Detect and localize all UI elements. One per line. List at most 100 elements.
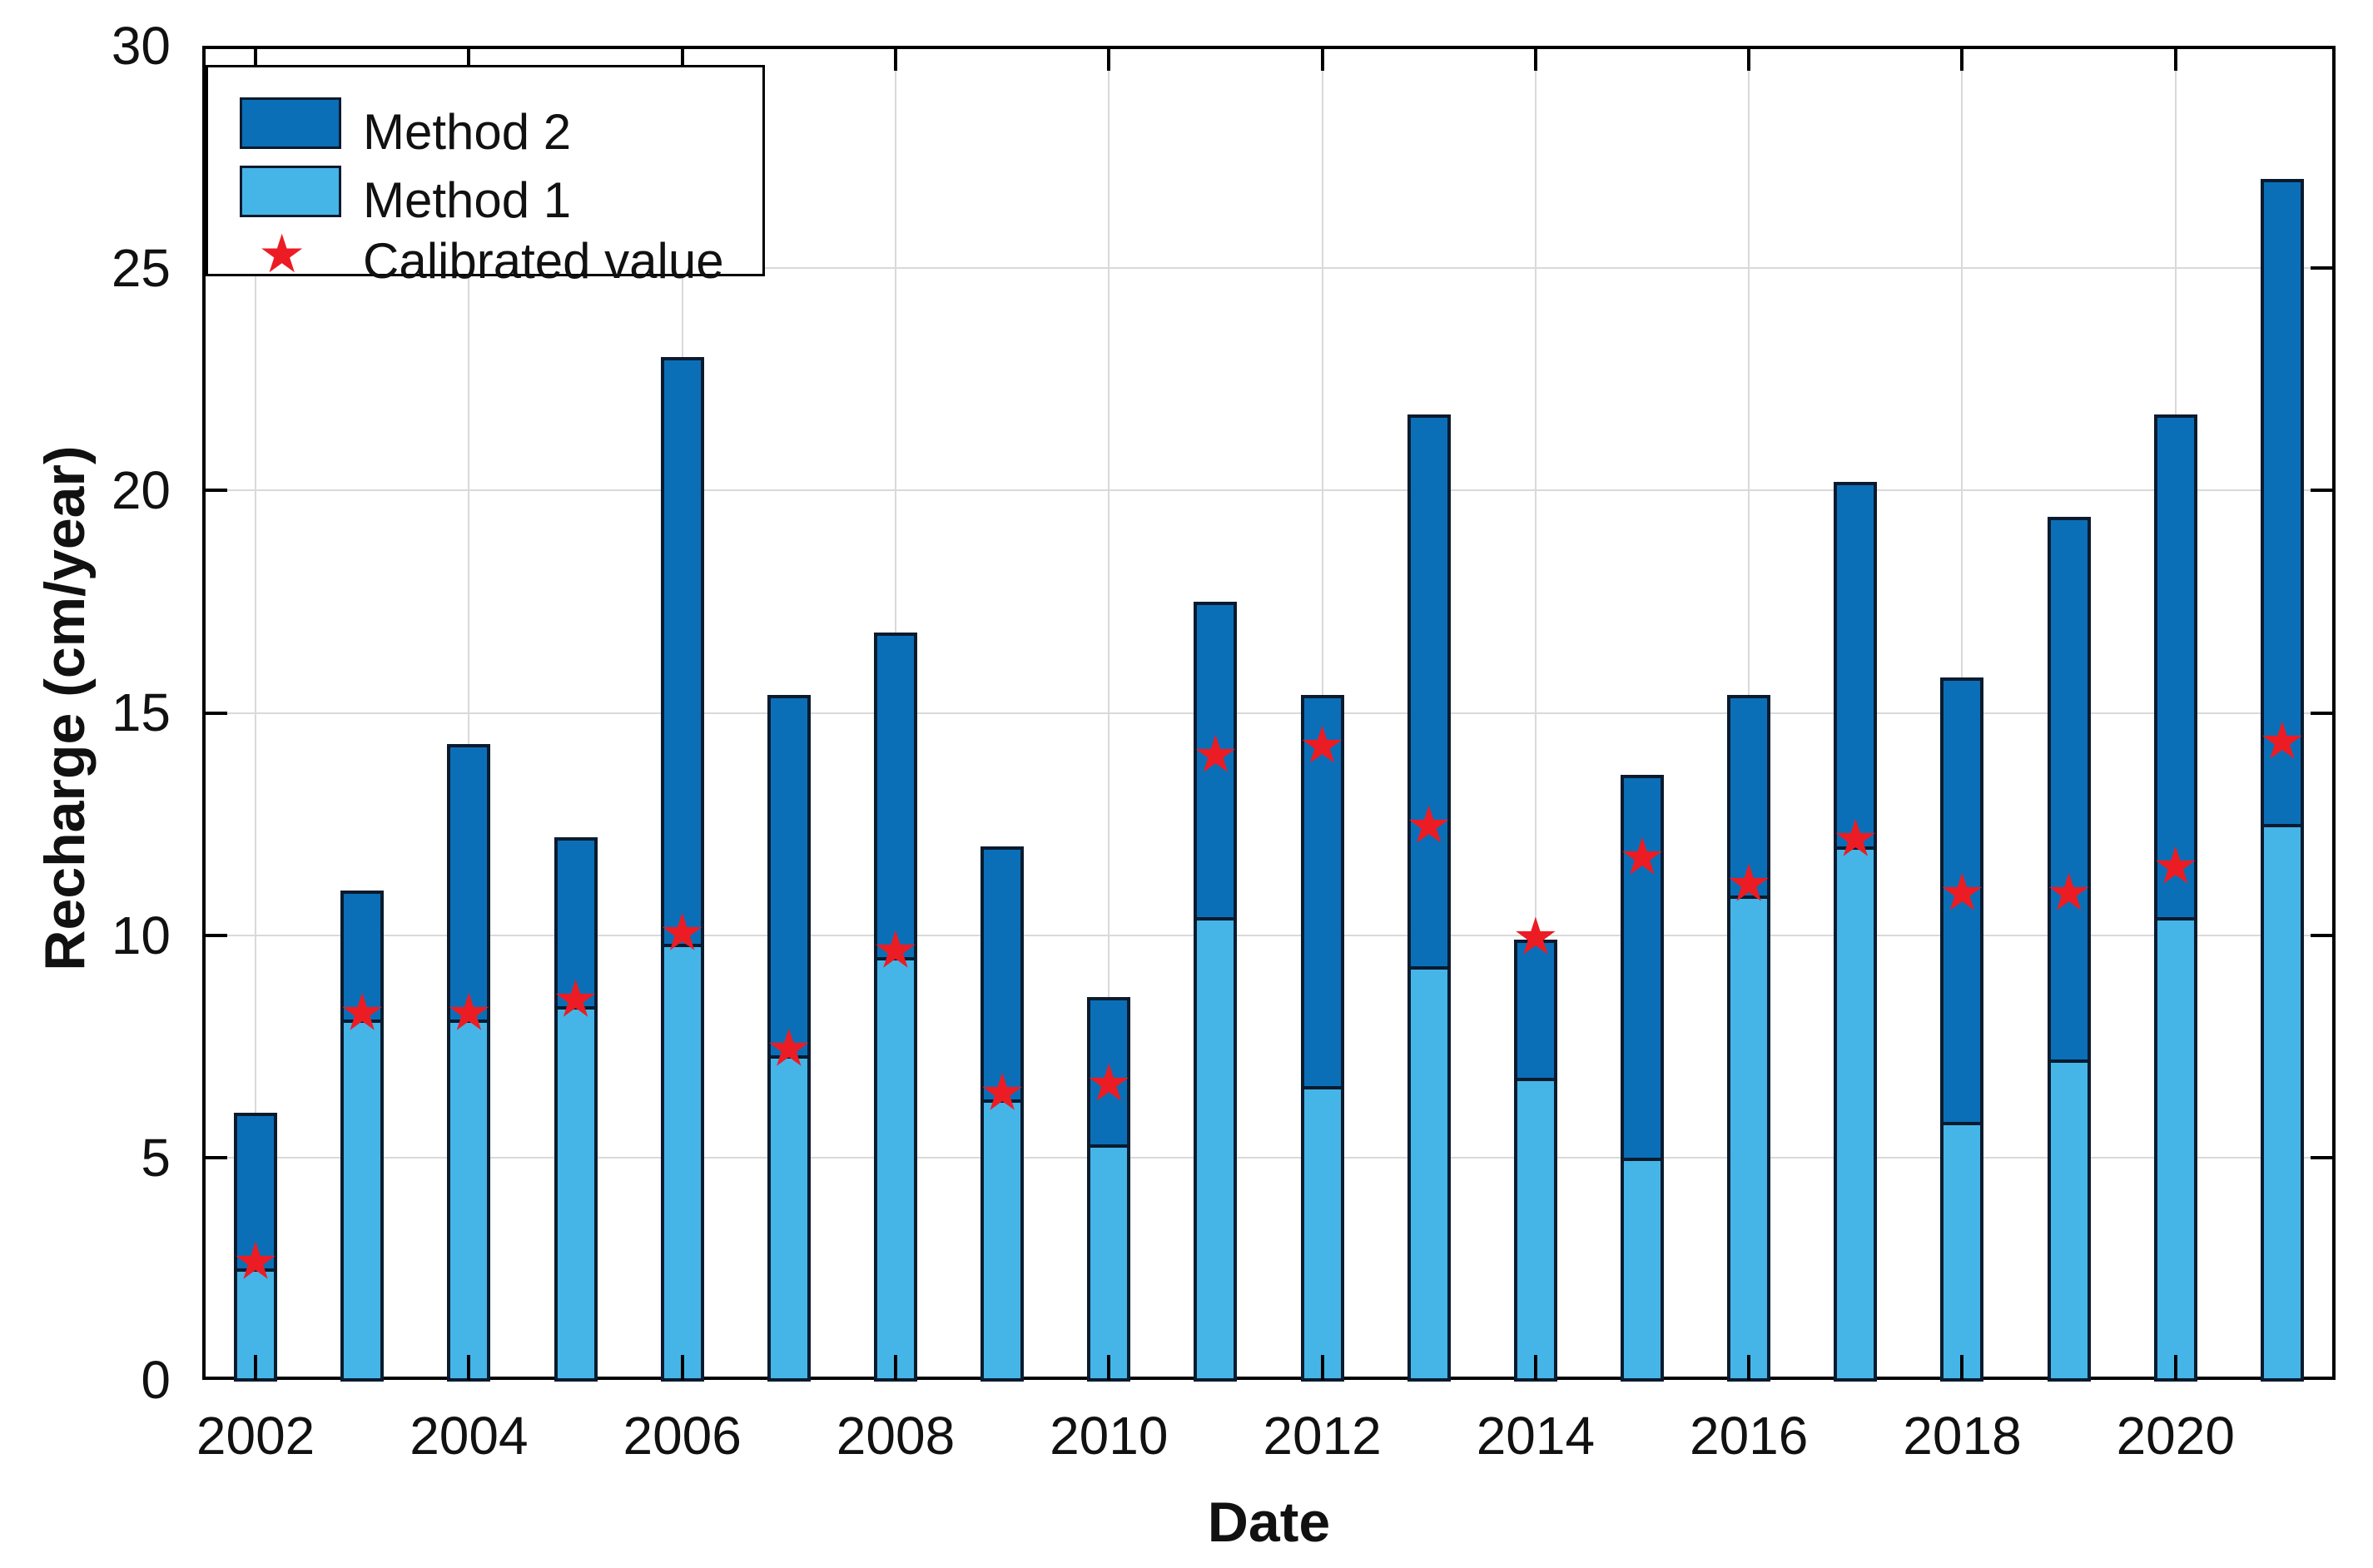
y-tick-label-20: 20 xyxy=(111,460,171,521)
bar-2005-method2 xyxy=(554,837,598,1010)
x-tick-bottom-2004 xyxy=(467,1355,471,1380)
bar-2004-method1 xyxy=(447,1020,491,1382)
x-tick-top-2008 xyxy=(893,46,897,71)
bar-2019-method2 xyxy=(2047,517,2091,1064)
h-gridline-10 xyxy=(202,934,2336,936)
bar-2016-method2 xyxy=(1727,695,1771,899)
calibrated-star-2006: ★ xyxy=(658,904,706,962)
x-tick-top-2014 xyxy=(1533,46,1537,71)
calibrated-star-2012: ★ xyxy=(1298,717,1346,775)
legend-swatch-method1 xyxy=(240,166,341,217)
x-tick-bottom-2002 xyxy=(254,1355,258,1380)
legend-swatch-method2 xyxy=(240,97,341,149)
calibrated-star-2008: ★ xyxy=(872,921,919,980)
bar-2018-method1 xyxy=(1940,1122,1984,1382)
v-gridline-2002 xyxy=(255,46,257,1380)
h-gridline-5 xyxy=(202,1156,2336,1159)
legend: Method 2 Method 1 ★ Calibrated value xyxy=(206,65,765,289)
y-tick-label-30: 30 xyxy=(111,15,171,76)
h-gridline-15 xyxy=(202,712,2336,714)
bar-2007-method1 xyxy=(767,1054,811,1382)
y-tick-right-5 xyxy=(2311,1155,2336,1159)
y-tick-left-10 xyxy=(202,933,227,937)
calibrated-star-2021: ★ xyxy=(2259,712,2306,771)
bar-2020-method2 xyxy=(2153,414,2197,921)
bar-2002-method2 xyxy=(234,1113,278,1273)
x-tick-label-2006: 2006 xyxy=(623,1406,742,1466)
x-tick-label-2004: 2004 xyxy=(410,1406,529,1466)
bar-2011-method1 xyxy=(1194,917,1238,1382)
x-tick-bottom-2012 xyxy=(1320,1355,1324,1380)
bar-2015-method2 xyxy=(1621,775,1665,1161)
calibrated-star-2018: ★ xyxy=(1939,864,1986,922)
y-tick-left-15 xyxy=(202,711,227,715)
bar-2014-method1 xyxy=(1513,1077,1557,1382)
x-tick-top-2010 xyxy=(1107,46,1111,71)
x-tick-top-2006 xyxy=(680,46,684,71)
x-tick-label-2018: 2018 xyxy=(1903,1406,2022,1466)
bar-2012-method1 xyxy=(1300,1086,1344,1382)
x-tick-top-2002 xyxy=(254,46,258,71)
y-tick-label-25: 25 xyxy=(111,238,171,299)
y-axis-label: Recharge (cm/year) xyxy=(33,444,97,971)
calibrated-star-2014: ★ xyxy=(1512,908,1559,966)
x-tick-label-2012: 2012 xyxy=(1263,1406,1382,1466)
bar-2008-method1 xyxy=(873,957,917,1382)
x-tick-bottom-2008 xyxy=(893,1355,897,1380)
calibrated-star-2003: ★ xyxy=(339,984,386,1042)
y-tick-right-20 xyxy=(2311,489,2336,493)
y-tick-label-10: 10 xyxy=(111,905,171,965)
bar-2019-method1 xyxy=(2047,1059,2091,1382)
bar-2013-method2 xyxy=(1407,414,1451,970)
v-gridline-2010 xyxy=(1108,46,1110,1380)
y-tick-right-10 xyxy=(2311,933,2336,937)
bar-2003-method1 xyxy=(340,1020,385,1382)
bar-2010-method2 xyxy=(1087,997,1131,1148)
bar-2006-method1 xyxy=(660,944,704,1382)
h-gridline-20 xyxy=(202,489,2336,492)
v-gridline-2004 xyxy=(468,46,470,1380)
bar-2017-method2 xyxy=(1834,481,1878,850)
calibrated-star-2002: ★ xyxy=(232,1233,279,1291)
calibrated-star-2010: ★ xyxy=(1085,1054,1133,1113)
v-gridline-2014 xyxy=(1534,46,1536,1380)
bar-2020-method1 xyxy=(2153,917,2197,1382)
legend-star-icon: ★ xyxy=(258,224,306,284)
calibrated-star-2017: ★ xyxy=(1832,810,1879,868)
bar-2012-method2 xyxy=(1300,695,1344,1090)
y-tick-left-5 xyxy=(202,1155,227,1159)
bar-2003-method2 xyxy=(340,891,385,1024)
calibrated-star-2011: ★ xyxy=(1192,726,1239,784)
bar-2017-method1 xyxy=(1834,846,1878,1382)
legend-label-calibrated-value: Calibrated value xyxy=(363,233,724,289)
x-tick-bottom-2016 xyxy=(1747,1355,1751,1380)
calibrated-star-2005: ★ xyxy=(552,970,599,1029)
calibrated-star-2004: ★ xyxy=(445,984,493,1042)
x-tick-label-2016: 2016 xyxy=(1689,1406,1809,1466)
calibrated-star-2016: ★ xyxy=(1725,855,1772,913)
x-tick-bottom-2006 xyxy=(680,1355,684,1380)
y-tick-right-15 xyxy=(2311,711,2336,715)
x-tick-bottom-2020 xyxy=(2173,1355,2177,1380)
y-tick-right-25 xyxy=(2311,266,2336,270)
x-tick-bottom-2014 xyxy=(1533,1355,1537,1380)
x-tick-top-2012 xyxy=(1320,46,1324,71)
x-tick-top-2018 xyxy=(1960,46,1964,71)
bar-2013-method1 xyxy=(1407,966,1451,1382)
calibrated-star-2009: ★ xyxy=(979,1064,1025,1122)
x-tick-label-2020: 2020 xyxy=(2116,1406,2235,1466)
x-tick-label-2002: 2002 xyxy=(196,1406,315,1466)
y-tick-label-5: 5 xyxy=(141,1127,171,1188)
legend-label-method1: Method 1 xyxy=(363,172,572,228)
legend-label-method2: Method 2 xyxy=(363,104,572,160)
y-tick-label-0: 0 xyxy=(141,1349,171,1410)
bar-2009-method2 xyxy=(980,846,1025,1104)
bar-2018-method2 xyxy=(1940,677,1984,1126)
x-tick-top-2004 xyxy=(467,46,471,71)
bar-2010-method1 xyxy=(1087,1144,1131,1382)
y-tick-label-15: 15 xyxy=(111,682,171,743)
x-tick-bottom-2018 xyxy=(1960,1355,1964,1380)
x-tick-top-2020 xyxy=(2173,46,2177,71)
x-tick-label-2008: 2008 xyxy=(836,1406,956,1466)
